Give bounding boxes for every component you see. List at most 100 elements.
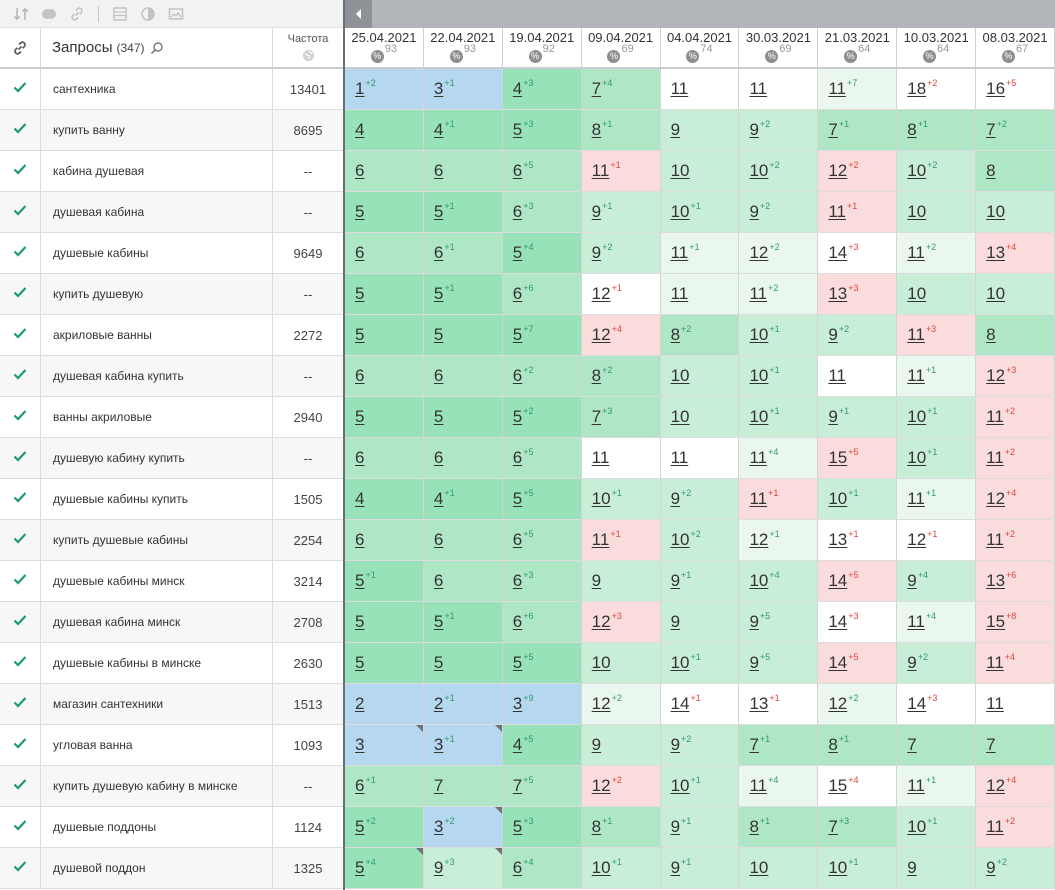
position-value[interactable]: 6 (433, 530, 444, 549)
row-link-cell[interactable] (0, 274, 41, 314)
position-value[interactable]: 6 (512, 858, 523, 877)
position-cell[interactable]: 10 +2 (660, 520, 740, 560)
position-value[interactable]: 11 (986, 530, 1004, 549)
position-cell[interactable]: 12 +3 (976, 356, 1055, 396)
position-cell[interactable]: 9 +2 (976, 848, 1055, 888)
position-cell[interactable]: 5 +5 (502, 643, 582, 683)
position-cell[interactable]: 5 +5 (502, 479, 582, 519)
position-value[interactable]: 8 (907, 120, 917, 139)
position-cell[interactable]: 12 +2 (581, 684, 661, 724)
position-cell[interactable]: 6 +6 (502, 274, 582, 314)
row-link-cell[interactable] (0, 192, 41, 232)
position-value[interactable]: 10 (670, 202, 690, 221)
scroll-grip[interactable]: · · · (793, 8, 814, 19)
position-cell[interactable]: 8 +1 (581, 807, 661, 847)
position-value[interactable]: 9 (591, 202, 602, 221)
position-cell[interactable]: 9 +1 (660, 807, 740, 847)
position-value[interactable]: 7 (907, 735, 917, 754)
position-cell[interactable]: 9 +1 (660, 561, 740, 601)
position-cell[interactable]: 10 (897, 274, 977, 314)
position-cell[interactable]: 10 +1 (739, 356, 819, 396)
position-value[interactable]: 9 (749, 653, 759, 672)
link-column-header[interactable] (0, 28, 41, 67)
position-value[interactable]: 8 (591, 817, 602, 836)
position-value[interactable]: 11 (749, 489, 768, 508)
position-value[interactable]: 12 (828, 694, 848, 713)
position-cell[interactable]: 15 +5 (818, 438, 898, 478)
position-cell[interactable]: 6 +1 (345, 766, 424, 806)
position-cell[interactable]: 11 (660, 438, 740, 478)
position-value[interactable]: 10 (986, 284, 1006, 303)
table-icon[interactable] (111, 5, 129, 23)
position-value[interactable]: 11 (749, 776, 768, 795)
position-value[interactable]: 10 (749, 161, 769, 180)
position-cell[interactable]: 9 +5 (739, 602, 819, 642)
position-value[interactable]: 10 (670, 407, 690, 426)
position-cell[interactable]: 7 +3 (581, 397, 661, 437)
position-value[interactable]: 10 (670, 366, 690, 385)
position-cell[interactable]: 4 (345, 110, 424, 150)
position-value[interactable]: 7 (749, 735, 759, 754)
position-value[interactable]: 11 (907, 612, 925, 631)
position-cell[interactable]: 11 +1 (581, 151, 661, 191)
position-value[interactable]: 6 (355, 243, 365, 262)
position-value[interactable]: 6 (355, 530, 365, 549)
position-value[interactable]: 11 (986, 694, 1004, 713)
position-value[interactable]: 12 (986, 776, 1006, 795)
row-link-cell[interactable] (0, 233, 41, 273)
query-text[interactable]: душевые кабины в минске (41, 643, 273, 683)
position-cell[interactable]: 12 +4 (581, 315, 661, 355)
position-value[interactable]: 15 (986, 612, 1006, 631)
position-value[interactable]: 10 (591, 653, 611, 672)
position-cell[interactable]: 5 (423, 643, 503, 683)
position-cell[interactable]: 9 +2 (581, 233, 661, 273)
date-column-header[interactable]: 21.03.2021% 64 (818, 28, 898, 67)
position-cell[interactable]: 5 +1 (423, 602, 503, 642)
position-value[interactable]: 12 (749, 243, 769, 262)
position-cell[interactable]: 6 +5 (502, 438, 582, 478)
position-cell[interactable]: 6 (423, 520, 503, 560)
position-cell[interactable]: 8 +1 (897, 110, 977, 150)
position-cell[interactable]: 12 +2 (818, 151, 898, 191)
position-cell[interactable]: 11 +3 (897, 315, 977, 355)
position-value[interactable]: 14 (828, 653, 848, 672)
position-cell[interactable]: 6 (345, 151, 424, 191)
position-value[interactable]: 9 (749, 120, 759, 139)
position-value[interactable]: 14 (670, 694, 690, 713)
position-value[interactable]: 7 (591, 79, 602, 98)
position-value[interactable]: 8 (591, 120, 602, 139)
position-cell[interactable]: 14 +5 (818, 561, 898, 601)
position-cell[interactable]: 4 +1 (423, 479, 503, 519)
position-value[interactable]: 11 (828, 79, 846, 98)
position-cell[interactable]: 18 +2 (897, 69, 977, 109)
position-value[interactable]: 9 (670, 612, 681, 631)
position-cell[interactable]: 12 +4 (976, 479, 1055, 519)
position-value[interactable]: 9 (828, 325, 838, 344)
position-cell[interactable]: 11 (818, 356, 898, 396)
position-cell[interactable]: 12 +1 (581, 274, 661, 314)
position-cell[interactable]: 8 (976, 151, 1055, 191)
position-cell[interactable]: 9 (581, 561, 661, 601)
position-cell[interactable]: 6 +5 (502, 151, 582, 191)
position-value[interactable]: 5 (355, 407, 365, 426)
query-text[interactable]: акриловые ванны (41, 315, 273, 355)
position-value[interactable]: 13 (986, 243, 1006, 262)
position-cell[interactable]: 2 +1 (423, 684, 503, 724)
position-value[interactable]: 6 (433, 571, 444, 590)
query-text[interactable]: душевые кабины (41, 233, 273, 273)
horizontal-scrollbar[interactable]: · · · (345, 0, 1055, 28)
position-cell[interactable]: 5 (423, 397, 503, 437)
position-cell[interactable]: 7 +1 (818, 110, 898, 150)
position-cell[interactable]: 13 +3 (818, 274, 898, 314)
position-cell[interactable]: 9 +1 (818, 397, 898, 437)
position-value[interactable]: 9 (670, 489, 681, 508)
position-value[interactable]: 7 (986, 735, 996, 754)
position-value[interactable]: 4 (512, 79, 523, 98)
position-value[interactable]: 11 (986, 448, 1004, 467)
position-cell[interactable]: 9 (581, 725, 661, 765)
position-value[interactable]: 10 (670, 530, 690, 549)
query-text[interactable]: сантехника (41, 69, 273, 109)
position-value[interactable]: 14 (828, 571, 848, 590)
position-value[interactable]: 10 (986, 202, 1006, 221)
position-value[interactable]: 6 (433, 448, 444, 467)
